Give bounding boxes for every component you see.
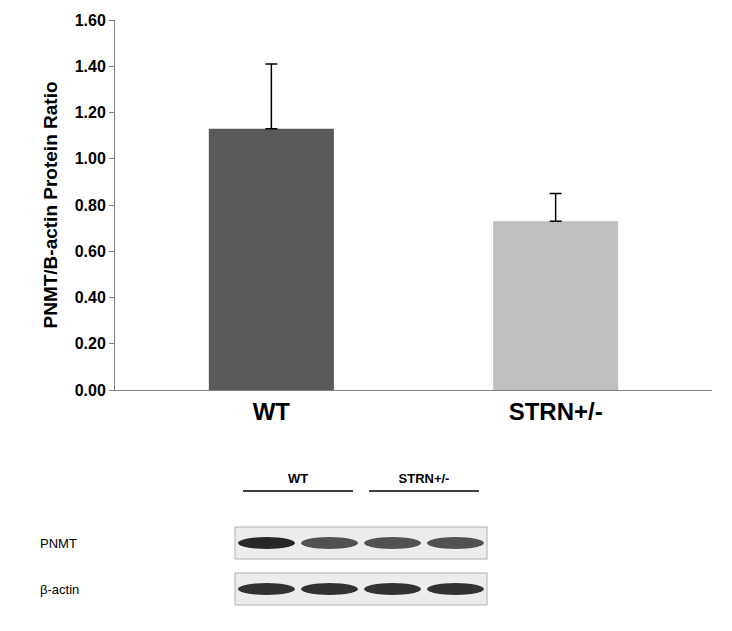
svg-text:WT: WT <box>288 471 308 486</box>
svg-text:0.60: 0.60 <box>75 243 106 260</box>
svg-text:STRN+/-: STRN+/- <box>399 471 450 486</box>
svg-text:0.80: 0.80 <box>75 197 106 214</box>
svg-text:β-actin: β-actin <box>40 582 79 597</box>
svg-text:0.00: 0.00 <box>75 382 106 399</box>
svg-text:0.40: 0.40 <box>75 289 106 306</box>
svg-text:STRN+/-: STRN+/- <box>509 398 603 425</box>
svg-text:1.60: 1.60 <box>75 12 106 29</box>
svg-text:1.40: 1.40 <box>75 58 106 75</box>
svg-text:PNMT: PNMT <box>40 536 77 551</box>
svg-text:WT: WT <box>253 398 291 425</box>
svg-text:1.00: 1.00 <box>75 150 106 167</box>
svg-text:0.20: 0.20 <box>75 335 106 352</box>
svg-text:PNMT/B-actin Protein Ratio: PNMT/B-actin Protein Ratio <box>40 81 61 328</box>
svg-text:1.20: 1.20 <box>75 104 106 121</box>
